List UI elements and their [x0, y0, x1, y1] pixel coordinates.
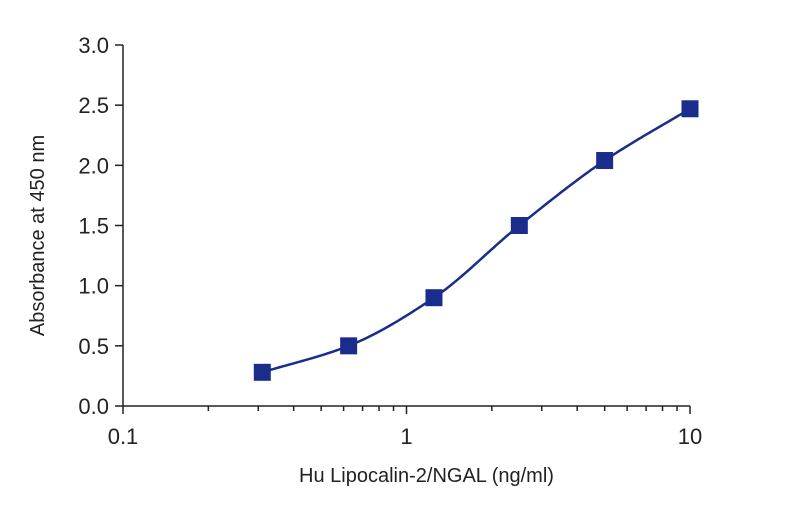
- y-tick-label: 0.0: [78, 394, 109, 419]
- x-minor-ticks: [207, 406, 678, 411]
- data-point: [510, 217, 528, 234]
- x-ticks: 0.1 1 10: [108, 406, 702, 449]
- x-tick-label: 10: [678, 424, 702, 449]
- y-tick-label: 1.0: [78, 274, 109, 299]
- data-point: [253, 363, 271, 381]
- y-tick-label: 0.5: [78, 334, 109, 359]
- data-point: [340, 337, 358, 355]
- x-tick-label: 1: [400, 424, 412, 449]
- y-tick-label: 1.5: [78, 214, 109, 239]
- y-tick-label: 2.5: [78, 93, 109, 118]
- x-axis-title: Hu Lipocalin-2/NGAL (ng/ml): [299, 465, 554, 487]
- fit-curve: [261, 107, 691, 374]
- data-point: [425, 289, 443, 307]
- data-point: [681, 100, 699, 118]
- data-point: [596, 152, 614, 170]
- data-points: [253, 100, 699, 381]
- y-ticks: 0.0 0.5 1.0 1.5 2.0 2.5 3.0: [78, 33, 123, 419]
- y-axis-title: Absorbance at 450 nm: [27, 135, 49, 336]
- axes: [122, 45, 690, 407]
- y-tick-label: 2.0: [78, 153, 109, 178]
- y-tick-label: 3.0: [78, 33, 109, 58]
- x-tick-label: 0.1: [108, 424, 139, 449]
